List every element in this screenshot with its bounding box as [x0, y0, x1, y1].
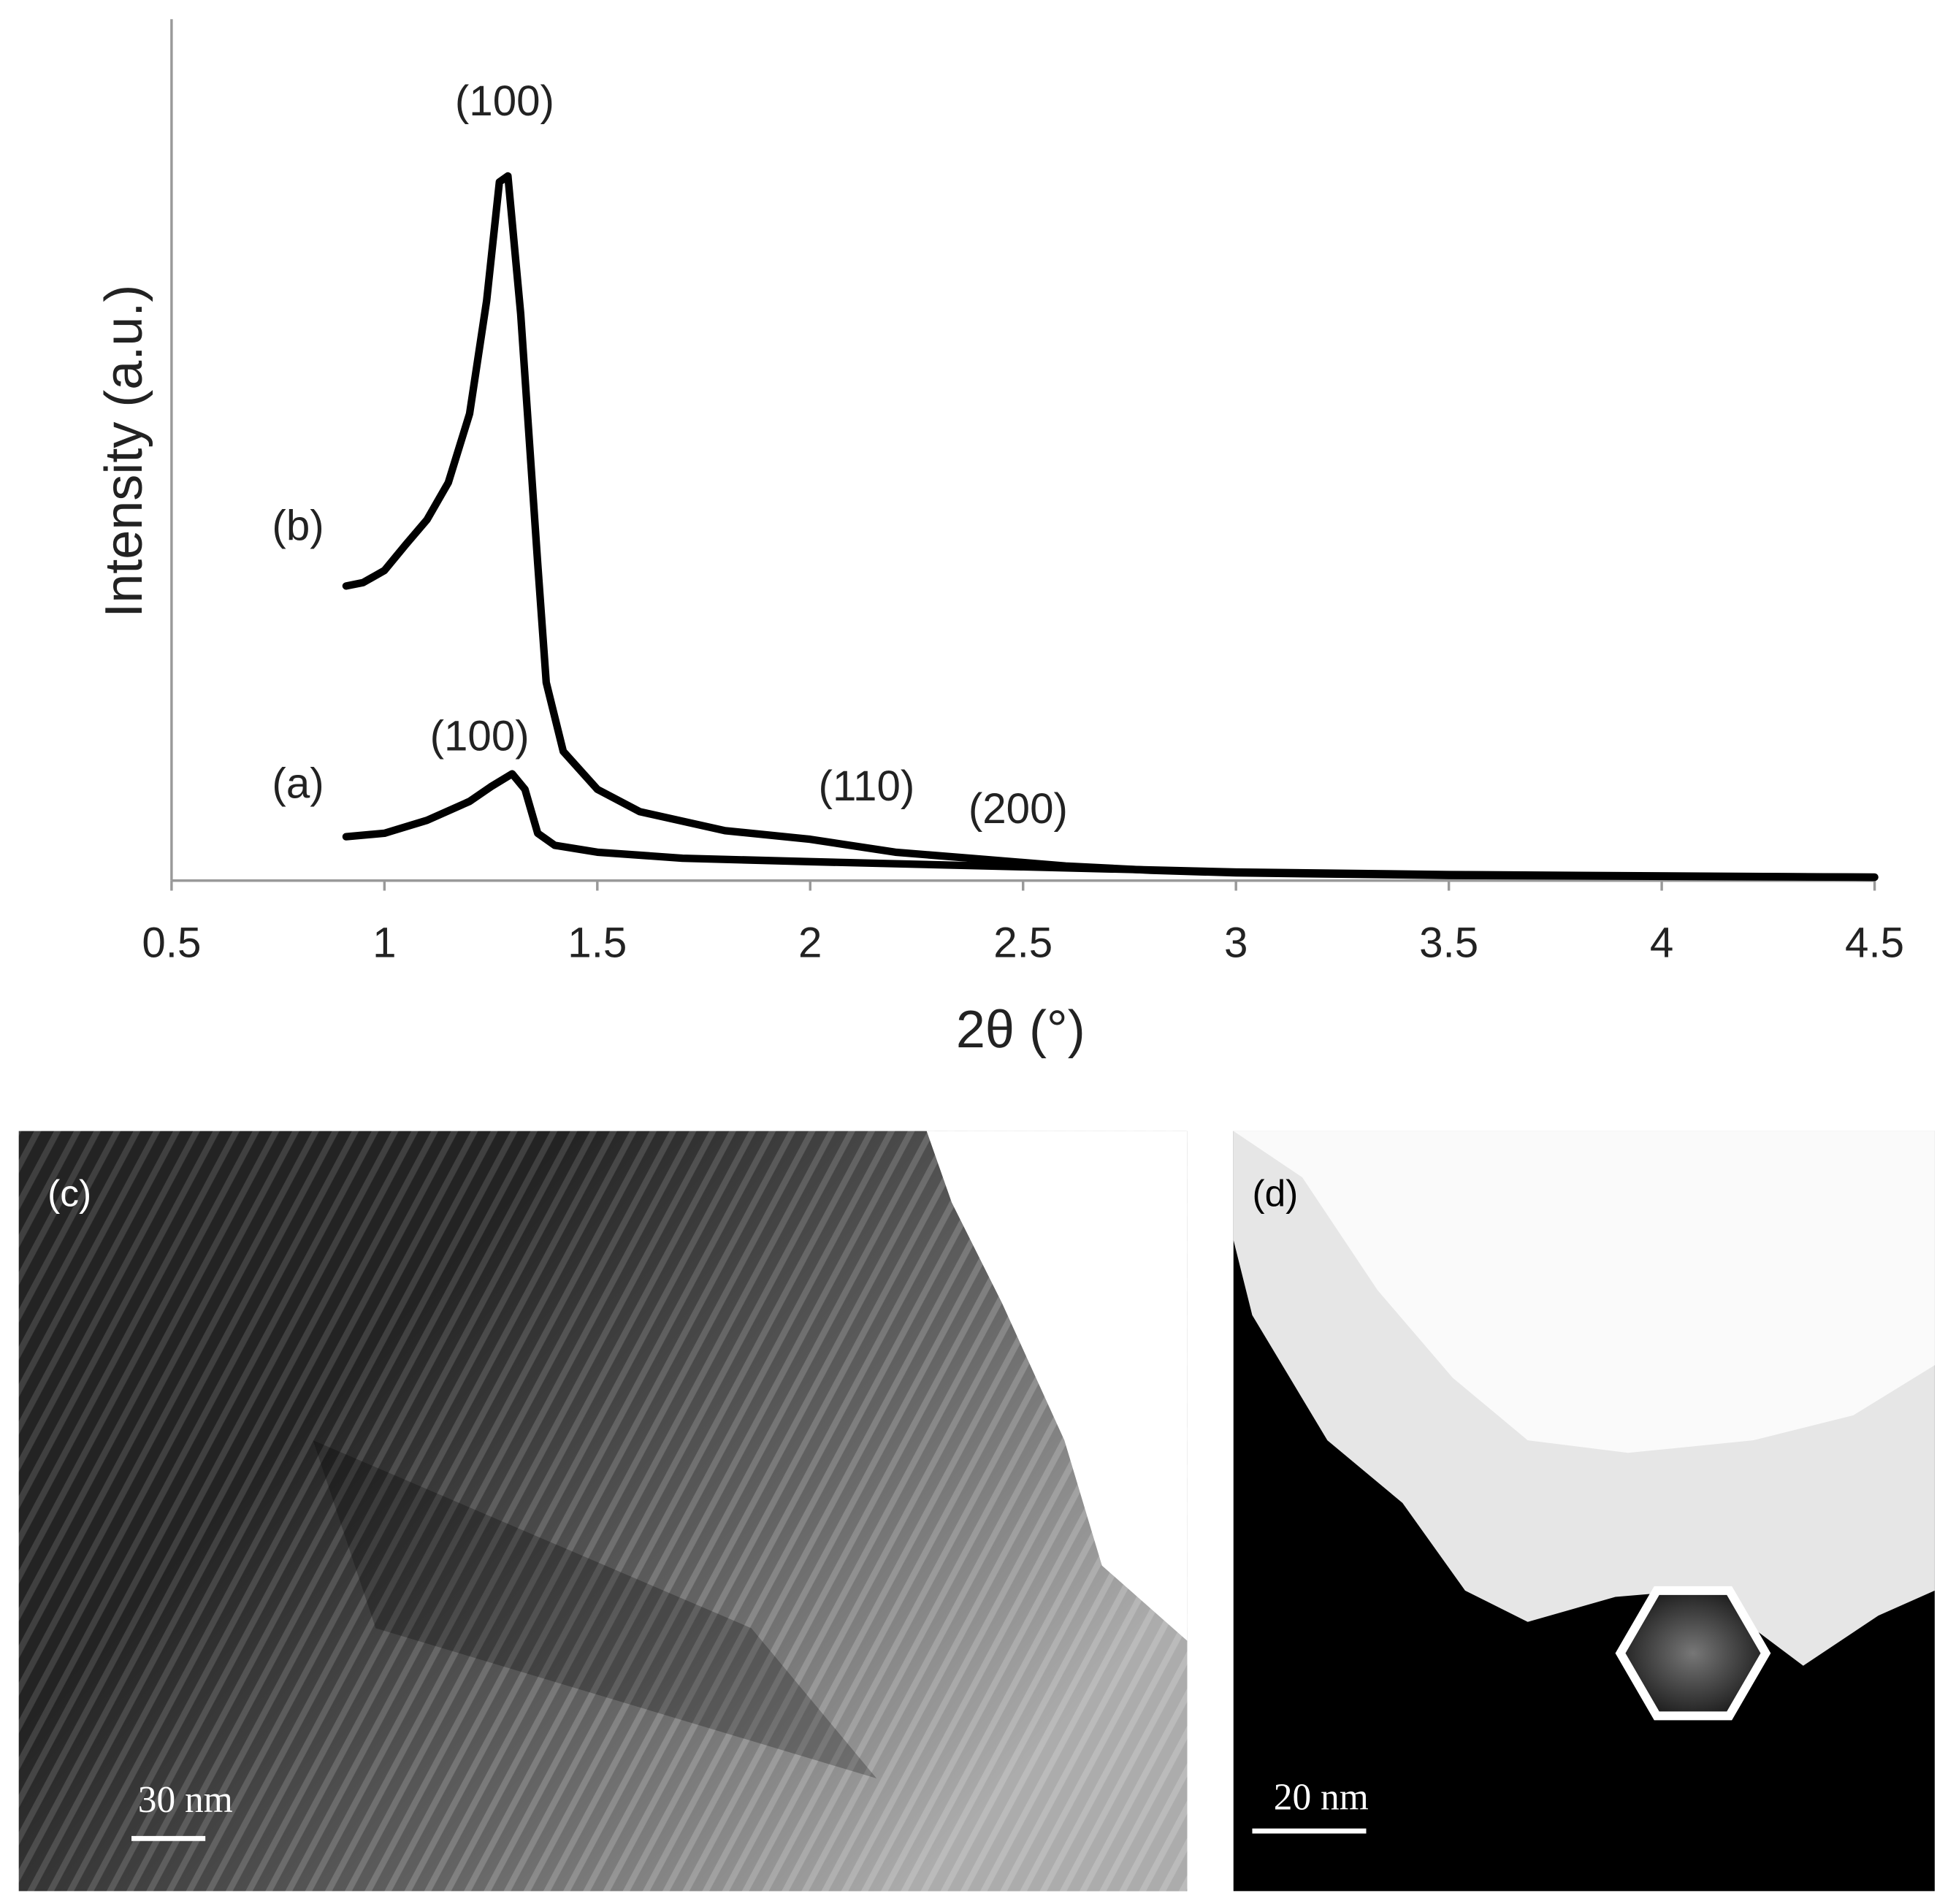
annotation: (110) [819, 762, 915, 810]
scale-bar-label: 20 nm [1274, 1777, 1369, 1819]
x-tick-label: 2.5 [993, 919, 1053, 966]
annotation: (100) [455, 77, 554, 125]
x-tick-label: 1 [373, 919, 396, 966]
series-label: (b) [272, 502, 324, 549]
series-label: (a) [272, 760, 324, 808]
panel-label: (c) [47, 1171, 91, 1214]
tem-image-c [18, 1131, 1188, 1892]
x-tick-label: 3 [1224, 919, 1248, 966]
y-axis-label: Intensity (a.u.) [95, 285, 153, 618]
x-tick-label: 0.5 [142, 919, 201, 966]
tem-image-d [1233, 1131, 1935, 1892]
x-tick-label: 3.5 [1419, 919, 1478, 966]
data-line [342, 770, 1879, 882]
panel-label: (d) [1252, 1171, 1298, 1214]
x-tick-label: 4 [1650, 919, 1673, 966]
data-line [342, 172, 1879, 882]
annotation: (200) [969, 785, 1068, 833]
x-tick-label: 4.5 [1845, 919, 1904, 966]
x-axis-label: 2θ (°) [956, 1001, 1085, 1059]
annotation: (100) [430, 712, 530, 760]
x-tick-label: 1.5 [568, 919, 627, 966]
scale-bar-label: 30 nm [138, 1779, 233, 1821]
x-tick-label: 2 [798, 919, 822, 966]
